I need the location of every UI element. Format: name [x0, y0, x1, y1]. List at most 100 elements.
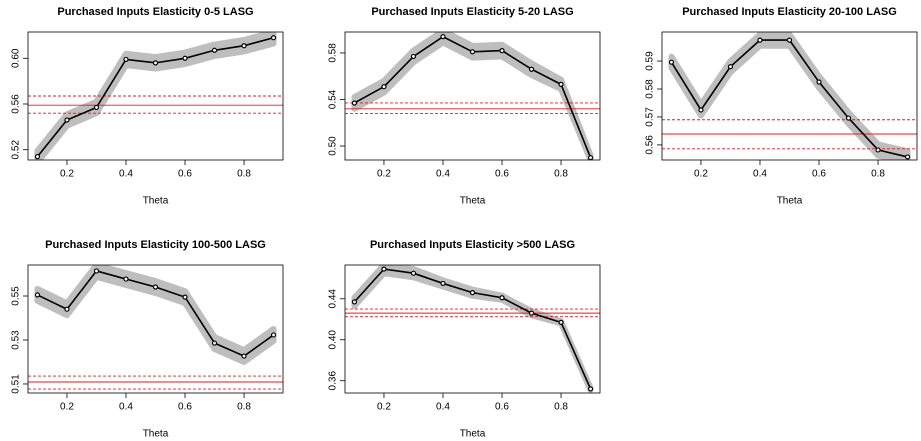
data-point — [528, 66, 535, 72]
data-point — [34, 153, 41, 160]
plot-frame — [27, 31, 284, 161]
data-point — [182, 294, 188, 300]
x-tick-label: 0.4 — [436, 169, 450, 180]
data-point — [904, 154, 911, 160]
data-point — [528, 310, 535, 316]
y-tick-label: 0.58 — [328, 43, 339, 63]
data-point — [152, 284, 159, 290]
chart-title: Purchased Inputs Elasticity 100-500 LASG — [45, 239, 266, 251]
data-point — [757, 37, 763, 43]
data-point — [499, 295, 505, 301]
x-tick-label: 0.8 — [871, 169, 885, 180]
data-point — [875, 147, 881, 153]
data-point — [410, 53, 417, 60]
y-tick-label: 0.55 — [11, 286, 22, 306]
y-tick-label: 0.36 — [328, 371, 339, 391]
plot-frame — [661, 31, 918, 161]
x-tick-label: 0.8 — [554, 402, 568, 413]
x-tick-label: 0.2 — [60, 169, 74, 180]
data-point — [270, 332, 277, 338]
data-point — [786, 37, 793, 43]
data-point — [182, 55, 188, 61]
data-point — [727, 64, 734, 70]
x-tick-label: 0.2 — [60, 402, 74, 413]
data-point — [558, 319, 564, 325]
data-point — [440, 34, 446, 40]
y-tick-label: 0.57 — [645, 107, 656, 127]
confidence-band — [351, 32, 594, 160]
x-tick-label: 0.2 — [377, 169, 391, 180]
y-tick-label: 0.58 — [645, 79, 656, 99]
data-point — [587, 386, 594, 392]
data-point — [211, 340, 218, 346]
x-tick-label: 0.8 — [237, 169, 251, 180]
data-point — [123, 276, 129, 282]
data-point — [93, 268, 100, 274]
y-tick-label: 0.44 — [328, 289, 339, 309]
x-tick-label: 0.4 — [119, 169, 133, 180]
data-point — [152, 60, 159, 66]
x-tick-label: 0.8 — [554, 169, 568, 180]
y-tick-label: 0.56 — [645, 135, 656, 155]
confidence-band — [34, 32, 277, 160]
data-point — [440, 280, 446, 287]
y-tick-label: 0.51 — [11, 374, 22, 394]
data-point — [34, 292, 41, 298]
data-point — [469, 290, 476, 296]
y-tick-label: 0.54 — [328, 89, 339, 109]
data-point — [410, 270, 417, 276]
data-point — [270, 35, 277, 41]
y-tick-label: 0.56 — [11, 94, 22, 114]
data-point — [64, 306, 70, 312]
confidence-band — [351, 265, 594, 393]
x-tick-label: 0.4 — [119, 402, 133, 413]
plot-frame — [344, 264, 601, 394]
data-point — [587, 155, 594, 161]
x-axis-label: Theta — [777, 196, 803, 207]
chart-title: Purchased Inputs Elasticity 5-20 LASG — [371, 6, 573, 18]
data-point — [241, 43, 247, 49]
x-axis-label: Theta — [460, 196, 486, 207]
x-tick-label: 0.2 — [694, 169, 708, 180]
data-point — [469, 49, 476, 55]
x-tick-label: 0.6 — [495, 169, 509, 180]
x-tick-label: 0.6 — [495, 402, 509, 413]
data-point — [93, 104, 100, 111]
plot-frame — [27, 264, 284, 394]
data-point — [211, 47, 218, 53]
x-tick-label: 0.4 — [753, 169, 767, 180]
data-point — [845, 115, 852, 121]
y-tick-label: 0.53 — [11, 330, 22, 350]
data-point — [351, 100, 358, 106]
data-point — [558, 81, 564, 87]
chart-title: Purchased Inputs Elasticity >500 LASG — [370, 239, 575, 251]
y-tick-label: 0.40 — [328, 330, 339, 350]
x-axis-label: Theta — [460, 429, 486, 440]
x-axis-label: Theta — [143, 196, 169, 207]
data-point — [351, 299, 358, 305]
y-tick-label: 0.50 — [328, 136, 339, 156]
x-tick-label: 0.8 — [237, 402, 251, 413]
confidence-band — [34, 265, 277, 365]
data-point — [499, 48, 505, 54]
data-point — [381, 266, 387, 272]
x-tick-label: 0.6 — [178, 169, 192, 180]
chart-title: Purchased Inputs Elasticity 0-5 LASG — [57, 6, 253, 18]
x-tick-label: 0.4 — [436, 402, 450, 413]
x-tick-label: 0.6 — [178, 402, 192, 413]
y-tick-label: 0.60 — [11, 48, 22, 68]
data-point — [123, 56, 129, 63]
x-tick-label: 0.2 — [377, 402, 391, 413]
data-point — [698, 107, 704, 113]
data-point — [241, 353, 247, 359]
y-tick-label: 0.59 — [645, 51, 656, 71]
data-point — [381, 84, 387, 90]
x-tick-label: 0.6 — [812, 169, 826, 180]
plot-frame — [344, 31, 601, 161]
x-axis-label: Theta — [143, 429, 169, 440]
y-tick-label: 0.52 — [11, 140, 22, 160]
data-point — [816, 79, 822, 85]
data-point — [668, 59, 675, 65]
